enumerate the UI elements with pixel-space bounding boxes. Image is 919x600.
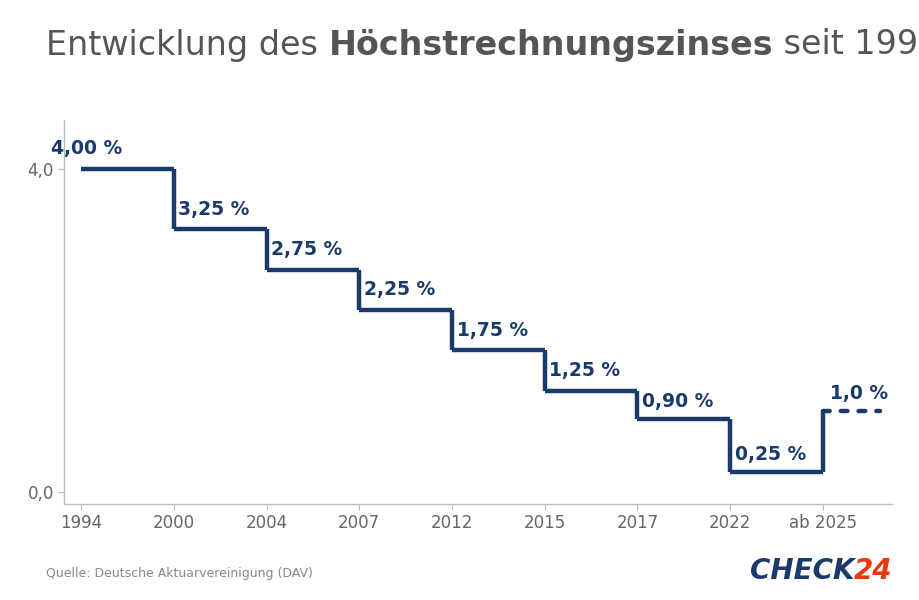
Text: 4,00 %: 4,00 %	[51, 139, 122, 158]
Text: 2,25 %: 2,25 %	[364, 280, 435, 299]
Text: seit 1994: seit 1994	[772, 28, 919, 61]
Text: 24: 24	[853, 557, 891, 585]
Text: 1,75 %: 1,75 %	[456, 321, 528, 340]
Text: 2,75 %: 2,75 %	[271, 240, 342, 259]
Text: 0,25 %: 0,25 %	[734, 445, 805, 464]
Text: CHECK: CHECK	[749, 557, 854, 585]
Text: Entwicklung des: Entwicklung des	[46, 28, 328, 61]
Text: Höchstrechnungszinses: Höchstrechnungszinses	[328, 28, 772, 61]
Text: 1,25 %: 1,25 %	[549, 361, 619, 380]
Text: Quelle: Deutsche Aktuarvereinigung (DAV): Quelle: Deutsche Aktuarvereinigung (DAV)	[46, 566, 312, 580]
Text: 0,90 %: 0,90 %	[641, 392, 712, 411]
Text: 1,0 %: 1,0 %	[829, 384, 888, 403]
Text: 3,25 %: 3,25 %	[178, 200, 250, 218]
